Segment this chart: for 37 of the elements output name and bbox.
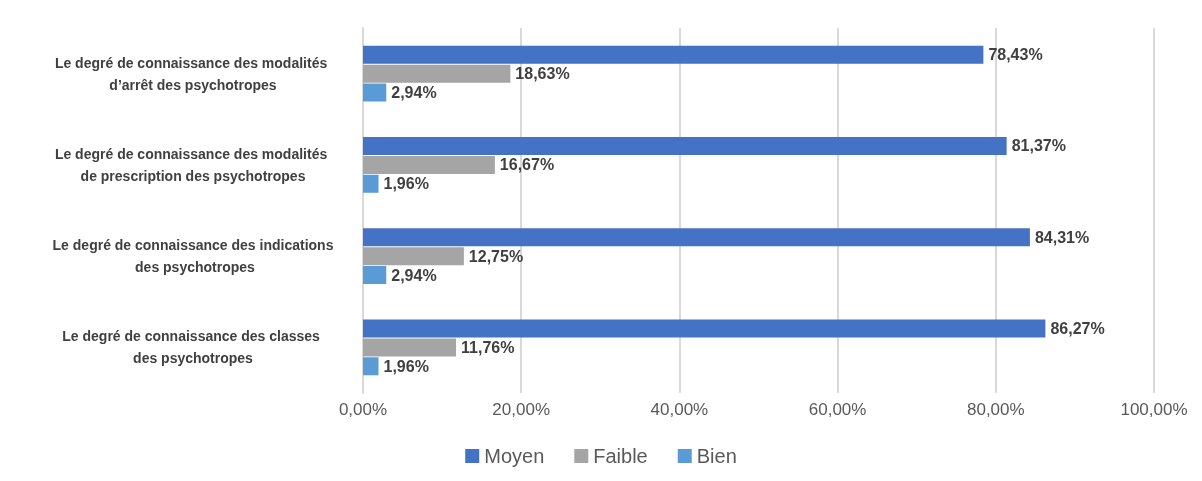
x-tick-label: 20,00% <box>492 400 551 419</box>
y-tick-label: Le degré de connaissance des modalités d’arrêt des psychotropes <box>54 54 332 93</box>
x-tick-label: 100,00% <box>1120 400 1188 419</box>
bar <box>363 83 387 102</box>
data-label: 81,37% <box>1011 137 1066 155</box>
data-label: 1,96% <box>383 175 429 193</box>
data-label: 2,94% <box>391 266 437 284</box>
y-tick-label: Le degré de connaissance des indications des psychotropes <box>52 237 334 276</box>
x-tick-label: 0,00% <box>338 400 388 419</box>
bar <box>363 319 1046 338</box>
data-label: 86,27% <box>1050 319 1105 337</box>
data-label: 18,63% <box>515 65 570 83</box>
legend-label: Faible <box>593 445 648 467</box>
x-tick-label: 60,00% <box>808 400 867 419</box>
data-label: 84,31% <box>1034 228 1090 246</box>
data-label: 78,43% <box>988 46 1043 64</box>
bar <box>363 64 511 83</box>
bar <box>363 338 457 357</box>
bar <box>363 136 1007 155</box>
bar <box>363 266 387 285</box>
data-label: 12,75% <box>468 247 524 265</box>
bar <box>363 228 1030 247</box>
y-tick-label: Le degré de connaissance des modalités de prescription des psychotropes <box>54 145 332 184</box>
data-label: 2,94% <box>391 84 437 102</box>
data-label: 11,76% <box>461 338 515 356</box>
bar <box>363 174 379 193</box>
bar <box>363 45 984 64</box>
legend-label: Bien <box>696 445 737 467</box>
data-label: 1,96% <box>383 357 429 375</box>
x-tick-label: 40,00% <box>650 400 709 419</box>
y-tick-label: Le degré de connaissance des classes des psychotropes <box>62 328 324 367</box>
legend-label: Moyen <box>484 445 545 467</box>
bar <box>363 247 464 266</box>
x-tick-label: 80,00% <box>966 400 1025 419</box>
bar <box>363 155 495 174</box>
bar <box>363 357 379 376</box>
data-label: 16,67% <box>499 156 555 174</box>
